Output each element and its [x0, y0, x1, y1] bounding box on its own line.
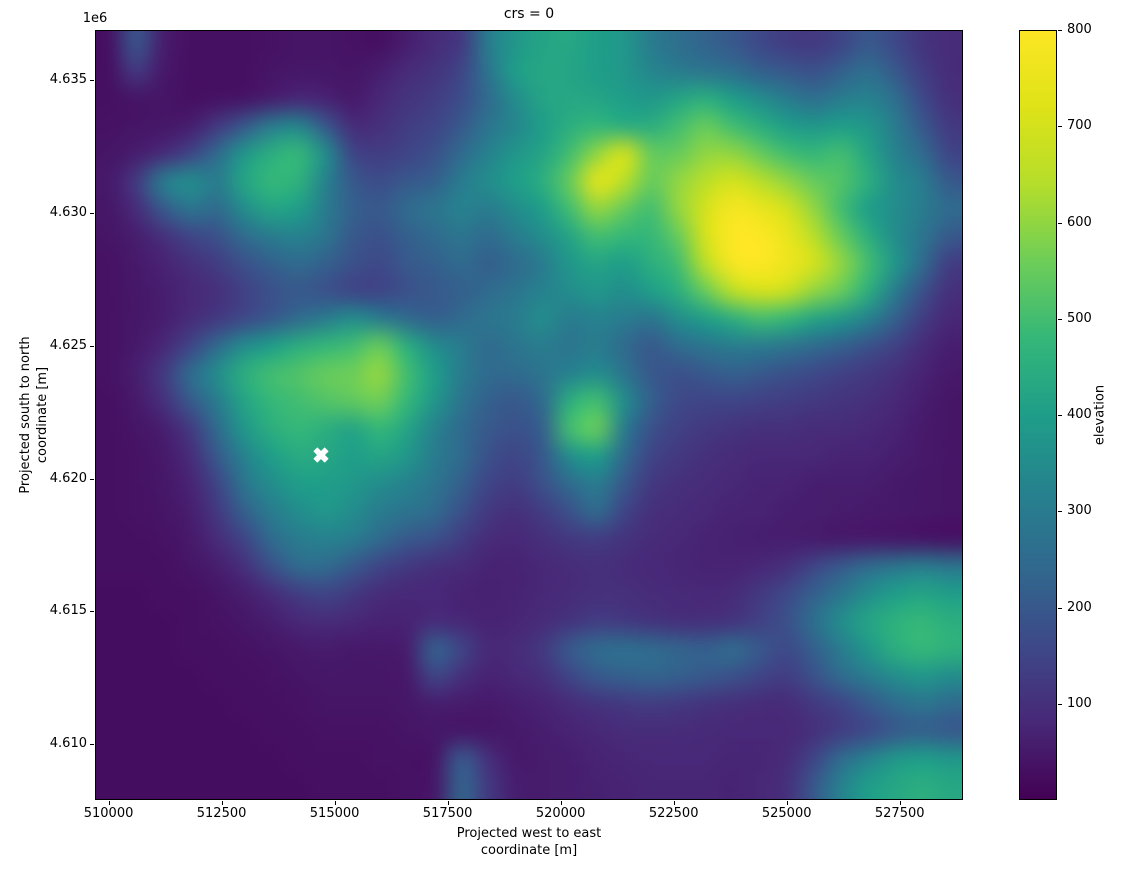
colorbar-tick-label: 700	[1067, 118, 1092, 134]
y-axis-label-line1: Projected south to north	[18, 336, 33, 494]
colorbar-tick-mark	[1058, 415, 1062, 416]
plot-title: crs = 0	[503, 6, 555, 22]
y-tick-mark	[90, 345, 94, 347]
x-tick-mark	[899, 801, 901, 805]
colorbar-tick-mark	[1058, 30, 1062, 31]
colorbar-tick-mark	[1058, 607, 1062, 609]
y-tick-label: 4.610	[49, 736, 87, 752]
colorbar-tick-mark	[1058, 318, 1062, 320]
x-tick-label: 515000	[309, 806, 360, 821]
colorbar-tick-label: 800	[1067, 22, 1092, 37]
y-tick-label: 4.615	[49, 603, 87, 619]
x-tick-mark	[447, 801, 449, 805]
x-axis-label: Projected west to east coordinate [m]	[95, 825, 963, 859]
y-axis-label-line2: coordinate [m]	[35, 366, 50, 464]
x-tick-label: 512500	[196, 806, 247, 821]
x-tick-label: 525000	[761, 806, 812, 821]
colorbar-tick-mark	[1058, 703, 1062, 705]
x-tick-label: 510000	[83, 806, 134, 821]
y-tick-mark	[90, 611, 94, 613]
x-axis-label-line2: coordinate [m]	[480, 843, 578, 858]
x-tick-mark	[786, 801, 788, 805]
x-tick-mark	[108, 801, 110, 805]
y-tick-label: 4.625	[49, 337, 87, 353]
y-axis-label: Projected south to north coordinate [m]	[17, 336, 51, 493]
y-tick-mark	[90, 744, 94, 746]
colorbar-tick-label: 100	[1067, 695, 1092, 711]
x-axis-label-line1: Projected west to east	[456, 826, 602, 841]
x-marker-icon	[313, 447, 329, 463]
colorbar-tick-label: 600	[1067, 214, 1092, 230]
colorbar-gradient	[1019, 30, 1057, 800]
y-tick-label: 4.630	[49, 205, 87, 221]
y-tick-label: 4.620	[49, 470, 87, 486]
y-tick-label: 4.635	[49, 72, 87, 88]
colorbar-tick-mark	[1058, 222, 1062, 224]
x-tick-mark	[334, 801, 336, 805]
location-marker	[313, 446, 330, 463]
x-tick-mark	[221, 801, 223, 805]
y-tick-mark	[90, 213, 94, 215]
colorbar-label: elevation	[1092, 384, 1108, 446]
colorbar-tick-label: 400	[1067, 407, 1092, 422]
y-axis-offset-text: 1e6	[82, 11, 108, 26]
x-tick-mark	[560, 801, 562, 805]
colorbar-tick-label: 500	[1067, 310, 1092, 326]
x-tick-mark	[673, 801, 675, 805]
colorbar-tick-mark	[1058, 126, 1062, 128]
x-tick-label: 522500	[648, 806, 699, 821]
x-tick-label: 517500	[422, 806, 473, 821]
colorbar-tick-label: 200	[1067, 599, 1092, 615]
x-tick-label: 527500	[874, 806, 925, 821]
colorbar-tick-label: 300	[1067, 503, 1092, 519]
colorbar-tick-mark	[1058, 511, 1062, 513]
y-tick-mark	[90, 478, 94, 480]
y-tick-mark	[90, 80, 94, 82]
elevation-heatmap	[95, 30, 963, 800]
x-tick-label: 520000	[535, 806, 586, 821]
